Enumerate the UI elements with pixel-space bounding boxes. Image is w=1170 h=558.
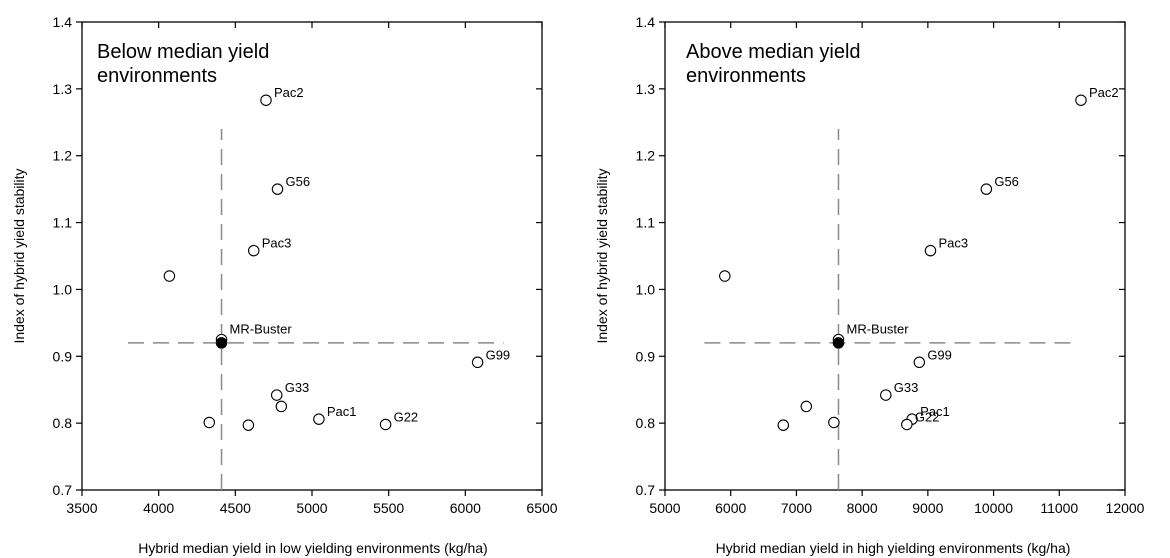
y-tick-label: 1.0 xyxy=(53,281,73,297)
point-label: G33 xyxy=(285,380,310,395)
x-tick-label: 6500 xyxy=(526,500,557,516)
y-tick-label: 1.1 xyxy=(636,215,656,231)
y-tick-label: 0.7 xyxy=(53,482,73,498)
y-tick-label: 0.8 xyxy=(636,415,656,431)
y-tick-label: 0.8 xyxy=(53,415,73,431)
panel-title: environments xyxy=(686,65,806,87)
data-point xyxy=(913,356,926,369)
x-tick-label: 4500 xyxy=(220,500,251,516)
x-tick-label: 5000 xyxy=(649,500,680,516)
chart-panel-right: 5000 6000 7000 8000 9000 10000 11000 12000 0.7 0.… xyxy=(594,14,1145,556)
point-label: MR-Buster xyxy=(230,322,293,337)
data-point xyxy=(163,270,176,282)
x-tick-label: 11000 xyxy=(1040,500,1078,516)
data-point xyxy=(275,400,288,413)
y-tick-label: 0.9 xyxy=(53,348,73,364)
data-point xyxy=(247,244,260,257)
y-tick-label: 1.2 xyxy=(636,148,656,164)
chart-panel-left: 3500 4000 4500 5000 5500 6000 6500 0.7 0.8 0.9 1.0… xyxy=(11,14,558,556)
data-point xyxy=(242,419,255,431)
point-label: G22 xyxy=(915,409,940,424)
data-point-filled xyxy=(832,337,845,349)
panel-title: Above median yield xyxy=(686,41,861,63)
data-point xyxy=(719,270,731,282)
y-tick-label: 1.3 xyxy=(636,81,656,97)
y-tick-label: 1.0 xyxy=(636,281,656,297)
data-point xyxy=(379,418,392,431)
data-point xyxy=(901,418,913,431)
y-tick-label: 1.4 xyxy=(53,14,73,30)
y-axis-label: Index of hybrid yield stability xyxy=(11,168,27,343)
point-label: G99 xyxy=(927,347,952,362)
point-label: Pac1 xyxy=(920,404,950,419)
y-tick-label: 1.3 xyxy=(53,81,73,97)
point-label: G22 xyxy=(394,409,419,424)
x-tick-label: 10000 xyxy=(974,500,1013,516)
point-label: Pac3 xyxy=(262,236,292,251)
y-axis-label: Index of hybrid yield stability xyxy=(594,168,610,343)
data-point-filled xyxy=(215,337,228,349)
point-label: Pac3 xyxy=(938,236,968,251)
x-axis-label: Hybrid median yield in high yielding env… xyxy=(716,540,1071,556)
x-tick-label: 7000 xyxy=(781,500,812,516)
x-tick-label: 6000 xyxy=(450,500,481,516)
point-label: Pac2 xyxy=(274,85,304,100)
x-tick-label: 4000 xyxy=(143,500,174,516)
data-point xyxy=(271,183,284,195)
data-point xyxy=(924,244,937,257)
y-tick-label: 0.7 xyxy=(636,482,656,498)
x-axis-label: Hybrid median yield in low yielding envi… xyxy=(138,540,487,556)
plot-frame xyxy=(664,21,1126,491)
y-tick-label: 1.2 xyxy=(53,148,73,164)
point-label: Pac2 xyxy=(1089,85,1119,100)
plot-frame xyxy=(81,21,543,491)
data-point xyxy=(313,413,325,425)
data-point xyxy=(260,94,272,106)
x-tick-label: 6000 xyxy=(715,500,746,516)
x-tick-label: 5500 xyxy=(373,500,404,516)
point-label: G56 xyxy=(286,174,311,189)
x-tick-label: 9000 xyxy=(912,500,943,516)
data-point xyxy=(203,416,216,429)
x-tick-label: 12000 xyxy=(1106,500,1145,516)
panel-title: environments xyxy=(97,65,217,87)
point-label: G33 xyxy=(894,380,919,395)
data-point xyxy=(471,356,484,369)
data-point xyxy=(270,389,283,401)
y-tick-label: 0.9 xyxy=(636,348,656,364)
y-tick-label: 1.1 xyxy=(53,215,73,231)
panel-title: Below median yield xyxy=(97,41,269,63)
data-point xyxy=(1075,94,1087,106)
x-tick-label: 5000 xyxy=(296,500,327,516)
data-point xyxy=(880,389,892,401)
x-tick-label: 8000 xyxy=(847,500,878,516)
y-tick-label: 1.4 xyxy=(636,14,656,30)
point-label: MR-Buster xyxy=(846,322,909,337)
point-label: Pac1 xyxy=(327,404,357,419)
x-tick-label: 3500 xyxy=(66,500,97,516)
data-point xyxy=(980,183,993,195)
data-point xyxy=(800,400,813,413)
data-point xyxy=(777,419,790,431)
point-label: G56 xyxy=(994,174,1019,189)
point-label: G99 xyxy=(486,347,511,362)
data-point xyxy=(828,416,840,429)
